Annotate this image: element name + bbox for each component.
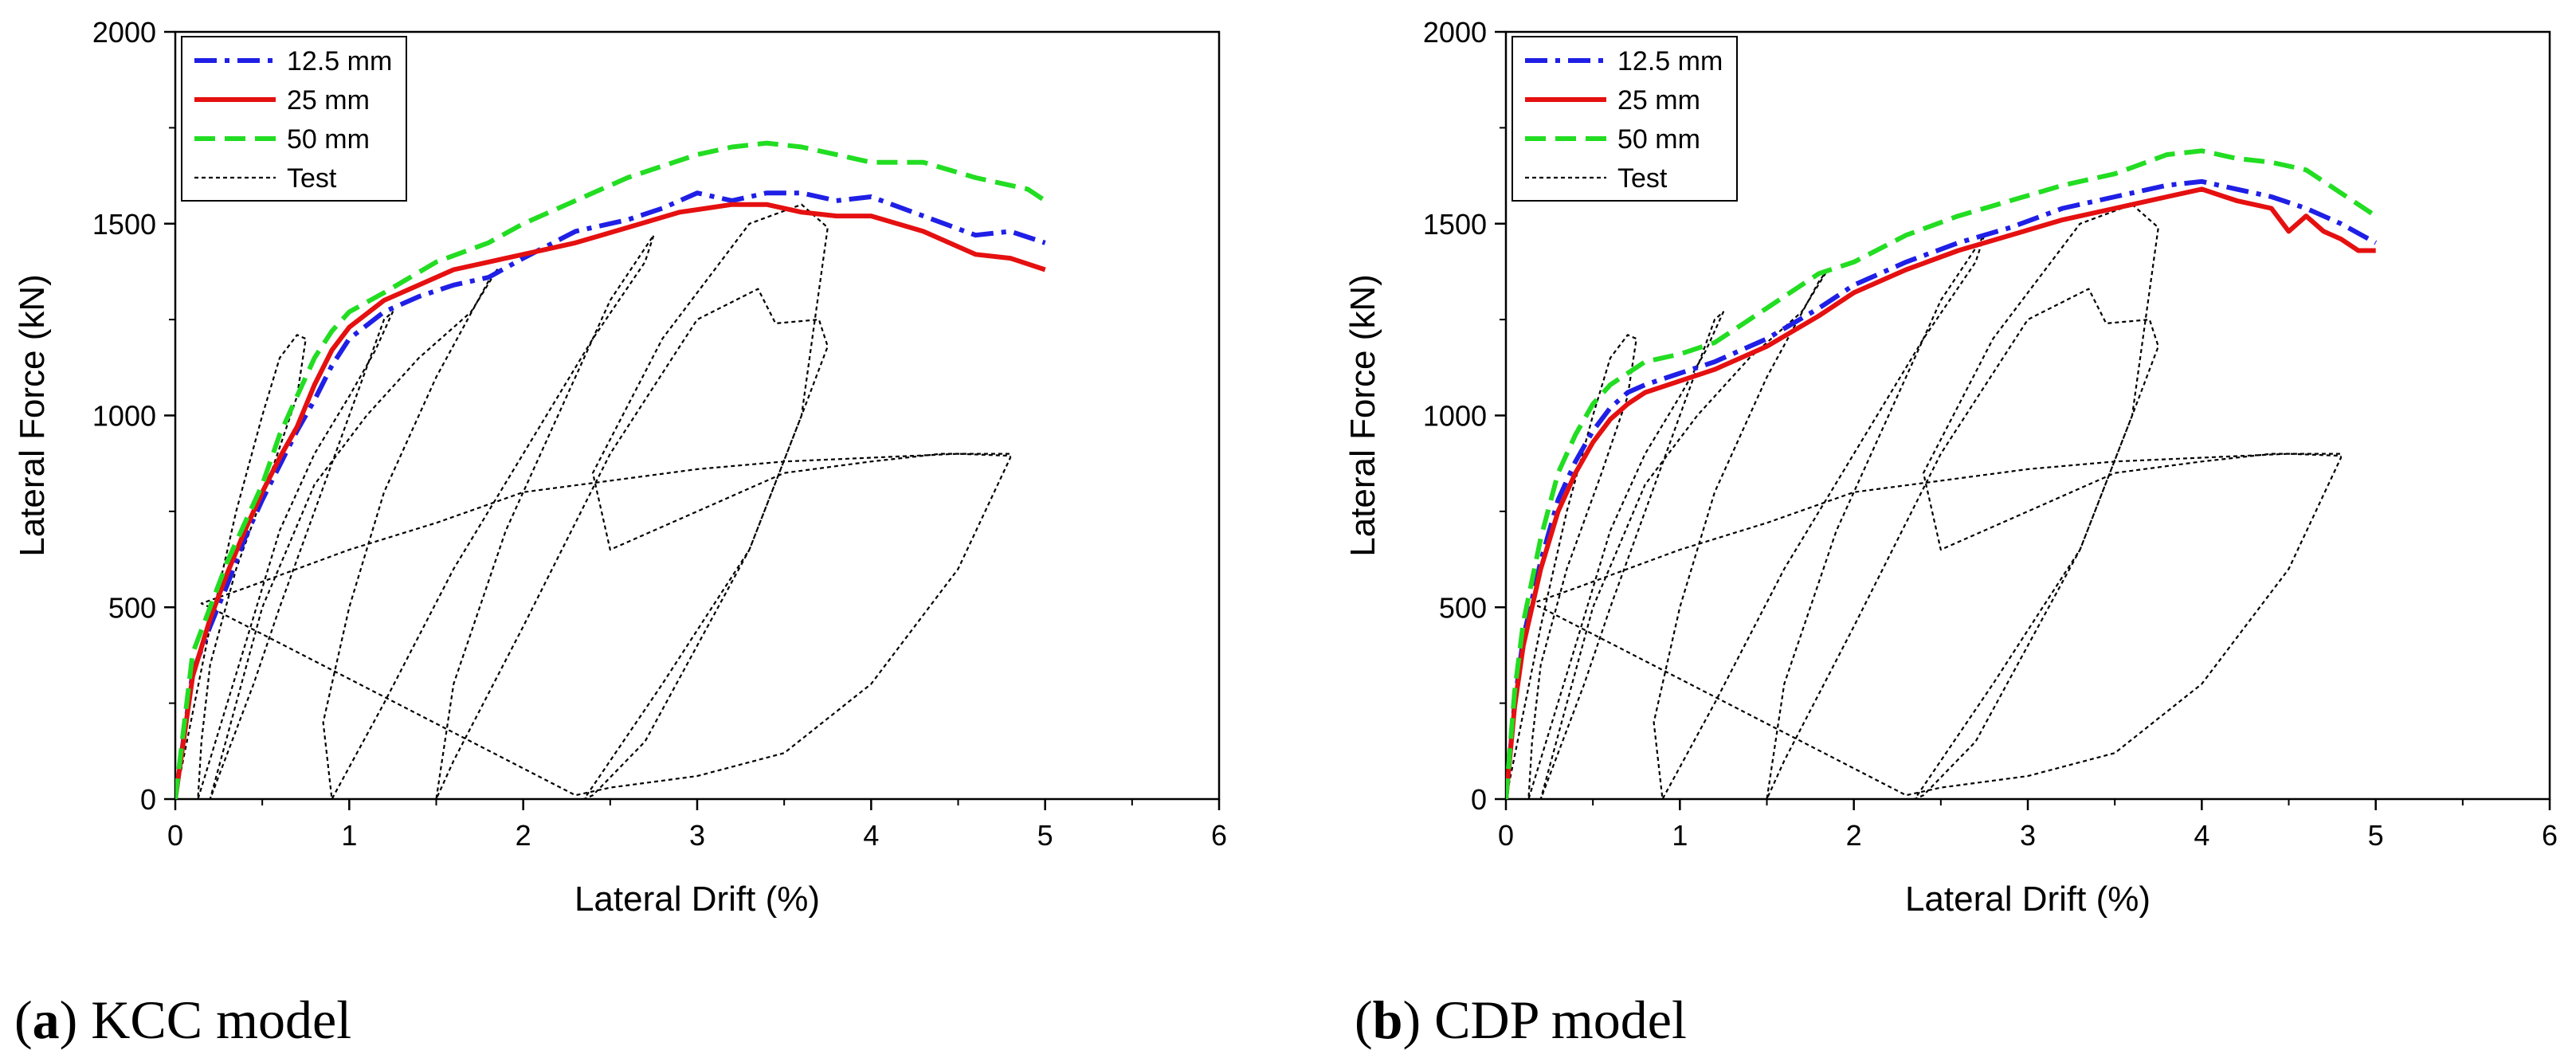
caption-letter-bold: a [33, 989, 60, 1050]
x-tick-label: 4 [863, 819, 879, 852]
legend-label: Test [287, 163, 337, 194]
x-tick-label: 1 [1672, 819, 1688, 852]
y-tick-label: 1500 [92, 208, 156, 241]
x-tick-label: 6 [2542, 819, 2558, 852]
x-tick-label: 2 [1846, 819, 1862, 852]
legend: 12.5 mm 25 mm 50 mm Test [181, 36, 407, 202]
series-group [1506, 148, 2378, 799]
x-axis-title: Lateral Drift (%) [1905, 880, 2151, 919]
y-tick-label: 500 [108, 591, 156, 624]
chart-panel-a: 0 1 2 3 4 5 6 0 500 1000 1500 2000 Lateral Drift (%)… [13, 16, 1227, 919]
series-line-25-mm [175, 202, 1046, 799]
legend-label: 25 mm [287, 85, 370, 116]
x-axis-title: Lateral Drift (%) [574, 880, 820, 919]
caption-letter: ( [1355, 989, 1373, 1050]
figure-caption-b: (b) CDP model [1355, 989, 1687, 1050]
legend-label: 12.5 mm [287, 46, 392, 76]
y-tick-label: 1500 [1423, 208, 1487, 241]
legend-label: 12.5 mm [1617, 46, 1723, 76]
series-line-25-mm [1506, 186, 2376, 799]
x-tick-label: 1 [341, 819, 357, 852]
x-tick-label: 5 [1037, 819, 1053, 852]
caption-rest: ) KCC model [60, 989, 351, 1050]
x-tick-label: 0 [167, 819, 183, 852]
legend-label: 25 mm [1617, 85, 1700, 116]
y-tick-label: 1000 [92, 400, 156, 433]
x-tick-label: 5 [2368, 819, 2384, 852]
legend-label: 50 mm [1617, 124, 1700, 155]
caption-letter-bold: b [1373, 989, 1403, 1050]
figure-caption-a: (a) KCC model [14, 989, 351, 1050]
legend-box [181, 36, 407, 202]
chart-panel-b: 0 1 2 3 4 5 6 0 500 1000 1500 2000 Lateral Drift (%)… [1343, 16, 2558, 919]
y-axis-title: Lateral Force (kN) [1343, 274, 1382, 557]
y-tick-label: 2000 [92, 16, 156, 49]
y-axis-title: Lateral Force (kN) [13, 274, 52, 557]
caption-rest: ) CDP model [1402, 989, 1686, 1050]
y-tick-label: 2000 [1423, 16, 1487, 49]
series-line-test [1506, 203, 2343, 799]
x-tick-label: 6 [1211, 819, 1227, 852]
y-tick-label: 0 [140, 783, 156, 816]
series-line-test [175, 203, 1012, 799]
x-tick-label: 2 [516, 819, 531, 852]
series-line-12-5-mm [175, 190, 1046, 799]
series-line-50-mm [175, 140, 1047, 799]
series-line-50-mm [1506, 148, 2378, 799]
y-tick-label: 1000 [1423, 400, 1487, 433]
legend-label: Test [1617, 163, 1668, 194]
y-tick-label: 0 [1471, 783, 1487, 816]
caption-letter: ( [14, 989, 33, 1050]
series-group [175, 140, 1047, 799]
x-tick-label: 4 [2194, 819, 2209, 852]
series-line-12-5-mm [1506, 178, 2378, 799]
x-tick-label: 3 [689, 819, 705, 852]
legend-label: 50 mm [287, 124, 370, 155]
y-tick-label: 500 [1439, 591, 1487, 624]
legend: 12.5 mm 25 mm 50 mm Test [1511, 36, 1738, 202]
x-tick-label: 3 [2020, 819, 2036, 852]
legend-box [1511, 36, 1738, 202]
x-tick-label: 0 [1498, 819, 1514, 852]
